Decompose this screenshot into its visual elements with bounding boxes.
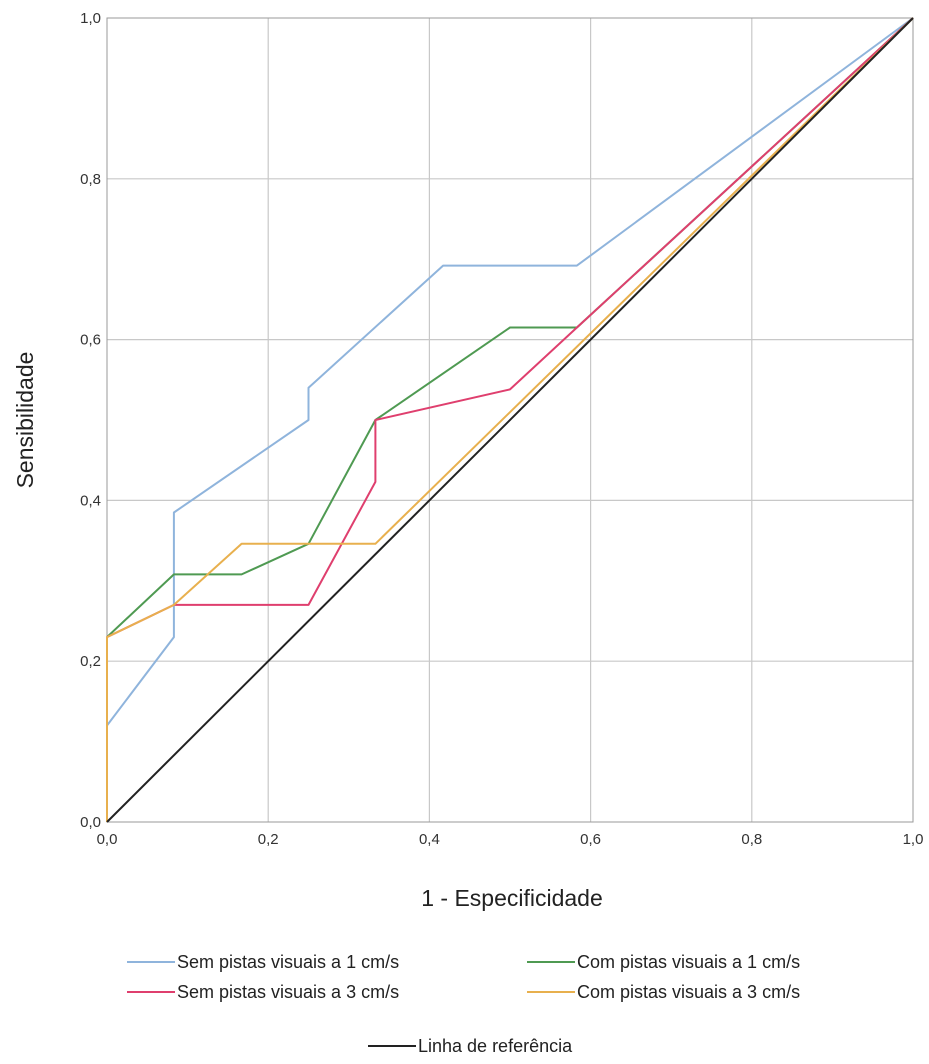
x-tick-label: 0,0 xyxy=(97,831,118,848)
legend-label: Com pistas visuais a 3 cm/s xyxy=(577,982,800,1002)
x-tick-labels: 0,0 0,2 0,4 0,6 0,8 1,0 xyxy=(97,831,924,848)
y-tick-label: 0,6 xyxy=(80,332,101,349)
x-tick-label: 0,8 xyxy=(741,831,762,848)
grid xyxy=(107,18,913,822)
series-line-1 xyxy=(106,17,914,822)
series-layer xyxy=(106,17,914,823)
x-tick-label: 0,2 xyxy=(258,831,279,848)
plot-frame xyxy=(106,17,914,823)
x-tick-label: 0,6 xyxy=(580,831,601,848)
y-tick-label: 0,8 xyxy=(80,171,101,188)
legend-label: Com pistas visuais a 1 cm/s xyxy=(577,952,800,972)
series-line-4 xyxy=(106,17,914,822)
y-tick-label: 0,0 xyxy=(80,814,101,831)
legend-label: Sem pistas visuais a 1 cm/s xyxy=(177,952,399,972)
y-tick-label: 0,4 xyxy=(80,492,101,509)
y-tick-label: 0,2 xyxy=(80,653,101,670)
legend: Sem pistas visuais a 1 cm/s Sem pistas vi… xyxy=(127,952,800,1056)
y-axis-title: Sensibilidade xyxy=(12,352,38,489)
y-tick-label: 1,0 xyxy=(80,10,101,27)
x-tick-label: 1,0 xyxy=(903,831,924,848)
series-line-5 xyxy=(106,17,914,823)
y-tick-labels: 0,0 0,2 0,4 0,6 0,8 1,0 xyxy=(80,10,101,831)
legend-label: Linha de referência xyxy=(418,1036,573,1056)
legend-label: Sem pistas visuais a 3 cm/s xyxy=(177,982,399,1002)
x-axis-title: 1 - Especificidade xyxy=(421,885,603,911)
x-tick-label: 0,4 xyxy=(419,831,440,848)
